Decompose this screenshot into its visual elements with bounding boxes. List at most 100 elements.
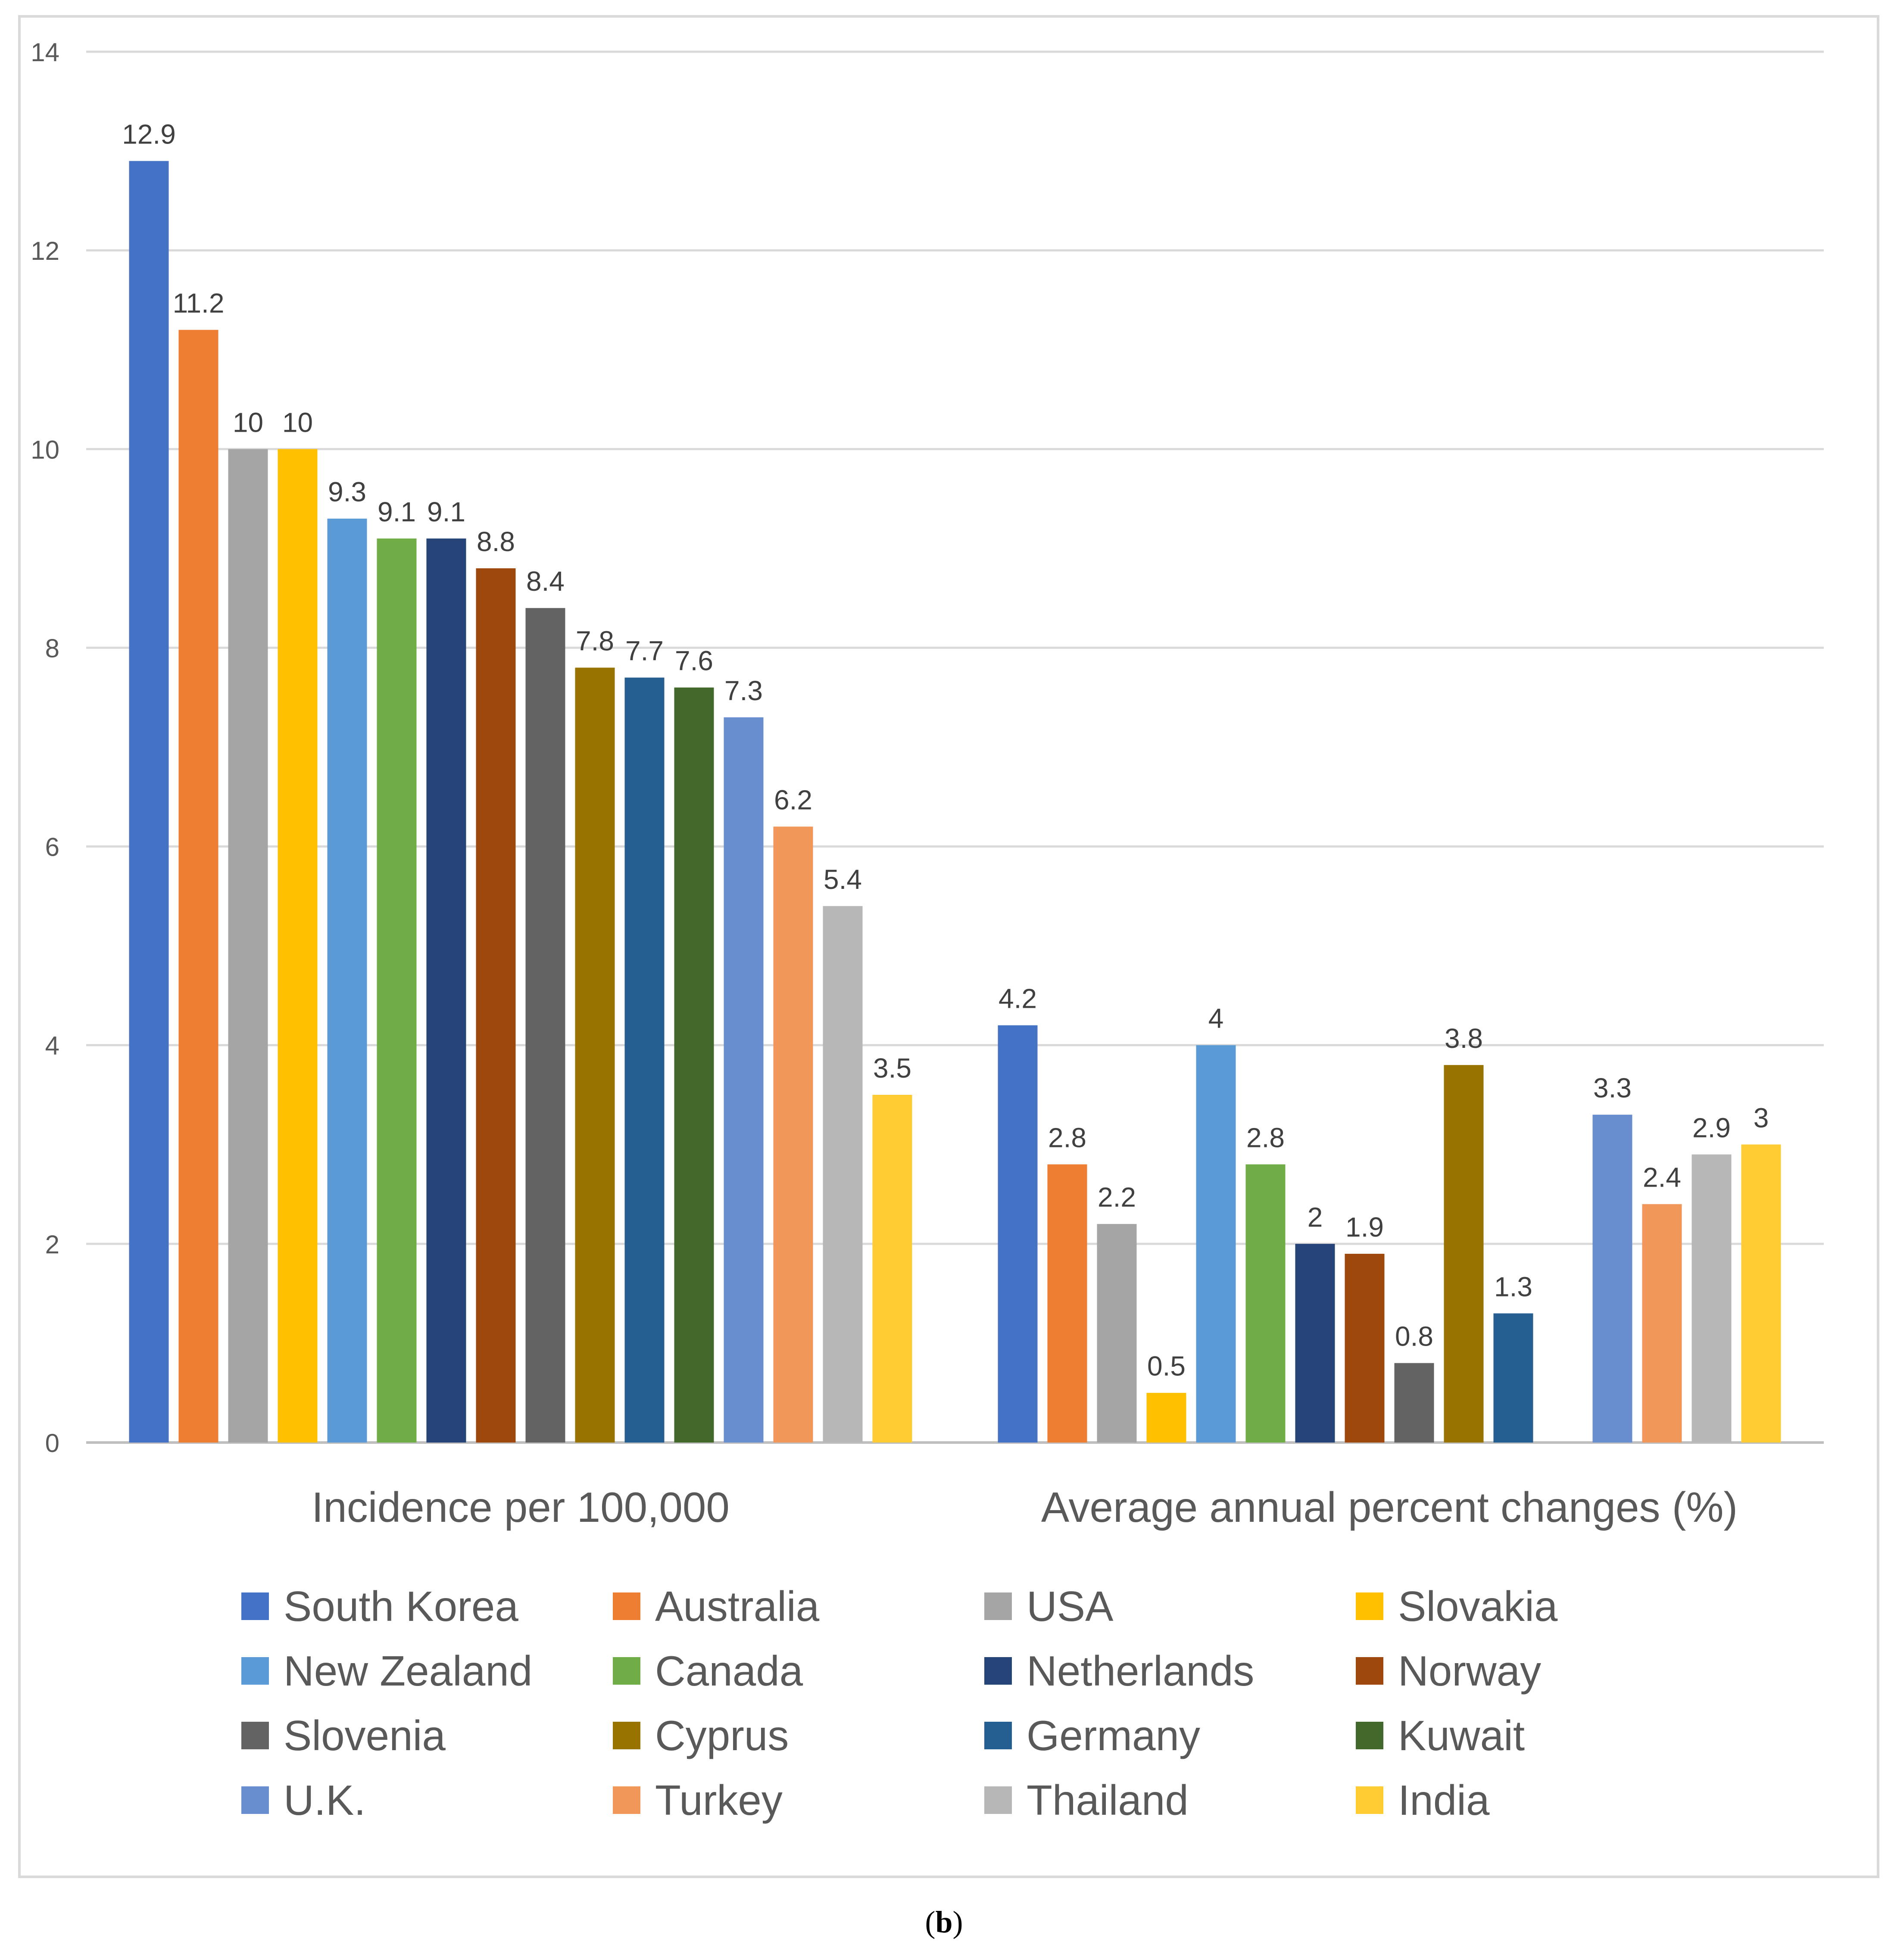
- y-tick-label: 10: [31, 435, 59, 464]
- legend-label-south-korea: South Korea: [284, 1583, 518, 1630]
- legend-swatch-netherlands: [984, 1657, 1012, 1685]
- legend-label-new-zealand: New Zealand: [284, 1647, 532, 1695]
- data-label: 3.5: [873, 1053, 911, 1084]
- data-label: 2: [1308, 1202, 1323, 1233]
- legend-swatch-south-korea: [241, 1592, 269, 1620]
- bar-germany-2: [1493, 1313, 1533, 1443]
- legend-swatch-usa: [984, 1592, 1012, 1620]
- bar-cyprus-1: [575, 667, 615, 1443]
- legend-swatch-slovenia: [241, 1722, 269, 1749]
- y-axis: 0 2 4 6 8 10 12 14: [31, 38, 1824, 1458]
- bar-thailand-2: [1691, 1154, 1732, 1443]
- legend-swatch-norway: [1356, 1657, 1383, 1685]
- legend-label-slovenia: Slovenia: [284, 1712, 446, 1759]
- data-label: 2.8: [1048, 1122, 1086, 1153]
- legend-label-germany: Germany: [1027, 1712, 1200, 1759]
- gridlines: [86, 50, 1824, 1245]
- legend: South Korea Australia USA Slovakia New Zeala…: [241, 1583, 1558, 1824]
- legend-swatch-thailand: [984, 1786, 1012, 1814]
- data-label: 3: [1754, 1102, 1769, 1133]
- figure-caption: (b): [0, 1904, 1888, 1940]
- data-labels: 12.9 11.2 10 10 9.3 9.1 9.1 8.8 8.4 7.8 7.7 7.6 7.3 6…: [122, 119, 1769, 1382]
- data-label: 3.8: [1445, 1023, 1483, 1054]
- x-axis: Incidence per 100,000 Average annual perc…: [312, 1483, 1738, 1531]
- legend-swatch-germany: [984, 1722, 1012, 1749]
- data-label: 3.3: [1593, 1072, 1632, 1103]
- bar-new-zealand-2: [1196, 1045, 1236, 1443]
- data-label: 10: [233, 407, 263, 438]
- data-label: 7.8: [576, 626, 614, 657]
- y-tick-label: 14: [31, 38, 59, 67]
- legend-label-netherlands: Netherlands: [1027, 1647, 1254, 1695]
- bar-norway-1: [476, 568, 516, 1443]
- legend-label-kuwait: Kuwait: [1398, 1712, 1525, 1759]
- caption-close: ): [952, 1905, 963, 1939]
- data-label: 8.4: [526, 566, 565, 597]
- y-tick-label: 4: [45, 1031, 59, 1060]
- data-label: 10: [282, 407, 313, 438]
- y-tick-label: 6: [45, 833, 59, 862]
- data-label: 7.7: [625, 636, 664, 667]
- bar-germany-1: [624, 677, 665, 1443]
- category-label: Incidence per 100,000: [312, 1483, 730, 1531]
- bar-usa-1: [228, 449, 268, 1443]
- bar-canada-1: [377, 538, 417, 1443]
- bar-usa-2: [1097, 1224, 1137, 1443]
- legend-label-turkey: Turkey: [655, 1776, 783, 1824]
- category-label: Average annual percent changes (%): [1041, 1483, 1738, 1531]
- legend-swatch-slovakia: [1356, 1592, 1383, 1620]
- data-label: 12.9: [122, 119, 176, 150]
- bar-slovenia-1: [525, 608, 565, 1443]
- legend-swatch-new-zealand: [241, 1657, 269, 1685]
- data-label: 9.1: [378, 496, 416, 527]
- legend-label-u-k: U.K.: [284, 1776, 366, 1824]
- data-label: 1.3: [1494, 1271, 1532, 1302]
- caption-label: b: [935, 1905, 953, 1939]
- legend-label-norway: Norway: [1398, 1647, 1541, 1695]
- legend-swatch-u-k: [241, 1786, 269, 1814]
- legend-swatch-australia: [613, 1592, 640, 1620]
- data-label: 7.3: [724, 675, 763, 706]
- y-tick-label: 12: [31, 237, 59, 265]
- y-tick-label: 8: [45, 634, 59, 663]
- bar-india-1: [872, 1095, 912, 1443]
- data-label: 0.8: [1395, 1321, 1433, 1352]
- legend-label-cyprus: Cyprus: [655, 1712, 789, 1759]
- bar-south-korea-1: [129, 161, 169, 1443]
- bar-south-korea-2: [998, 1025, 1038, 1443]
- bar-new-zealand-1: [327, 518, 367, 1443]
- bar-australia-2: [1047, 1164, 1087, 1443]
- bars: [129, 161, 1781, 1443]
- bar-cyprus-2: [1444, 1065, 1484, 1443]
- legend-swatch-cyprus: [613, 1722, 640, 1749]
- bar-thailand-1: [823, 906, 863, 1443]
- data-label: 7.6: [675, 645, 713, 676]
- bar-norway-2: [1345, 1253, 1385, 1443]
- data-label: 9.1: [427, 496, 465, 527]
- bar-netherlands-1: [426, 538, 466, 1443]
- bar-turkey-2: [1642, 1204, 1682, 1443]
- y-tick-label: 0: [45, 1429, 59, 1458]
- bar-india-2: [1741, 1144, 1781, 1443]
- data-label: 2.2: [1098, 1182, 1136, 1213]
- data-label: 11.2: [173, 288, 225, 319]
- data-label: 2.9: [1692, 1112, 1731, 1143]
- data-label: 2.4: [1643, 1162, 1681, 1193]
- bar-netherlands-2: [1295, 1243, 1335, 1443]
- data-label: 8.8: [477, 526, 515, 557]
- legend-label-thailand: Thailand: [1027, 1776, 1189, 1824]
- data-label: 2.8: [1246, 1122, 1285, 1153]
- bar-slovenia-2: [1394, 1363, 1434, 1443]
- legend-label-australia: Australia: [655, 1583, 820, 1630]
- legend-swatch-turkey: [613, 1786, 640, 1814]
- legend-swatch-kuwait: [1356, 1722, 1383, 1749]
- bar-canada-2: [1245, 1164, 1286, 1443]
- legend-label-slovakia: Slovakia: [1398, 1583, 1558, 1630]
- bar-u-k-2: [1592, 1115, 1632, 1443]
- data-label: 5.4: [824, 864, 862, 895]
- bar-slovakia-1: [278, 449, 318, 1443]
- data-label: 0.5: [1147, 1351, 1186, 1382]
- bar-australia-1: [178, 330, 218, 1443]
